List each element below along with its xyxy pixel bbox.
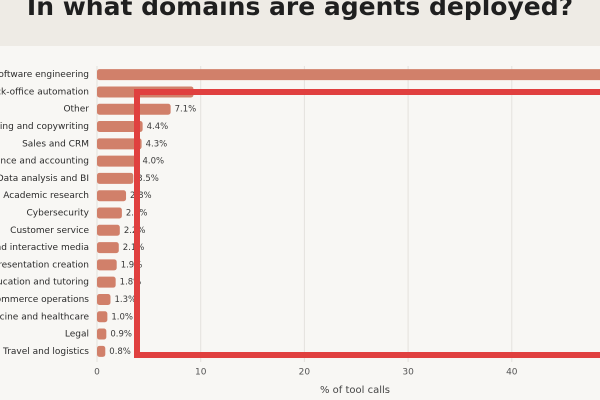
value-label: 4.4% xyxy=(147,122,169,132)
value-label: 1.3% xyxy=(114,295,136,305)
bar xyxy=(97,103,171,115)
bar xyxy=(97,121,143,133)
x-tick-label: 30 xyxy=(402,368,414,378)
value-label: 1.9% xyxy=(121,260,143,270)
y-tick-label: Gaming and interactive media xyxy=(0,243,89,253)
value-label: 1.8% xyxy=(120,278,142,288)
value-label: 2.8% xyxy=(130,191,152,201)
y-tick-label: Legal xyxy=(65,330,89,340)
plot: 0 10 20 30 40 Software engineering Back-office… xyxy=(0,66,600,378)
y-tick-label: Cybersecurity xyxy=(27,209,90,219)
y-tick-label: Back-office automation xyxy=(0,87,89,97)
value-label: 2.1% xyxy=(123,243,145,253)
y-tick-label: Travel and logistics xyxy=(2,347,89,357)
bar xyxy=(97,138,142,150)
bar xyxy=(97,69,600,81)
y-tick-label: Other xyxy=(63,105,89,115)
y-tick-label: Education and tutoring xyxy=(0,278,89,288)
bar xyxy=(97,293,111,305)
value-label: 1.0% xyxy=(111,312,133,322)
value-label: 4.0% xyxy=(142,157,164,167)
chart-title: In what domains are agents deployed? xyxy=(27,0,573,21)
title-band xyxy=(0,0,600,46)
x-tick-label: 40 xyxy=(506,368,518,378)
x-axis-label: % of tool calls xyxy=(320,385,390,396)
value-label: 7.1% xyxy=(175,105,197,115)
highlight-box xyxy=(134,89,600,358)
bar xyxy=(97,224,120,236)
bar xyxy=(97,190,127,202)
value-label: 3.5% xyxy=(137,174,159,184)
bar xyxy=(97,328,107,340)
y-tick-label: Customer service xyxy=(10,226,89,236)
y-tick-label: E-commerce operations xyxy=(0,295,89,305)
x-tick-label: 0 xyxy=(94,368,100,378)
bar xyxy=(97,207,122,219)
x-tick-label: 20 xyxy=(299,368,311,378)
y-tick-label: Software engineering xyxy=(0,70,89,80)
bar xyxy=(97,259,117,271)
x-tick-label: 10 xyxy=(195,368,207,378)
bar xyxy=(97,345,106,357)
y-tick-label: Finance and accounting xyxy=(0,157,89,167)
bar xyxy=(97,155,139,167)
y-tick-label: Sales and CRM xyxy=(22,139,89,149)
y-tick-label: Academic research xyxy=(3,191,89,201)
bar xyxy=(97,311,108,323)
bar xyxy=(97,172,134,184)
y-tick-label: Medicine and healthcare xyxy=(0,312,89,322)
y-tick-label: Marketing and copywriting xyxy=(0,122,89,132)
bar xyxy=(97,242,119,254)
value-label: 0.8% xyxy=(109,347,131,357)
y-tick-label: Data analysis and BI xyxy=(0,174,89,184)
bar xyxy=(97,276,116,288)
value-label: 4.3% xyxy=(146,139,168,149)
y-tick-label: Document and presentation creation xyxy=(0,260,89,270)
value-label: 0.9% xyxy=(110,330,132,340)
